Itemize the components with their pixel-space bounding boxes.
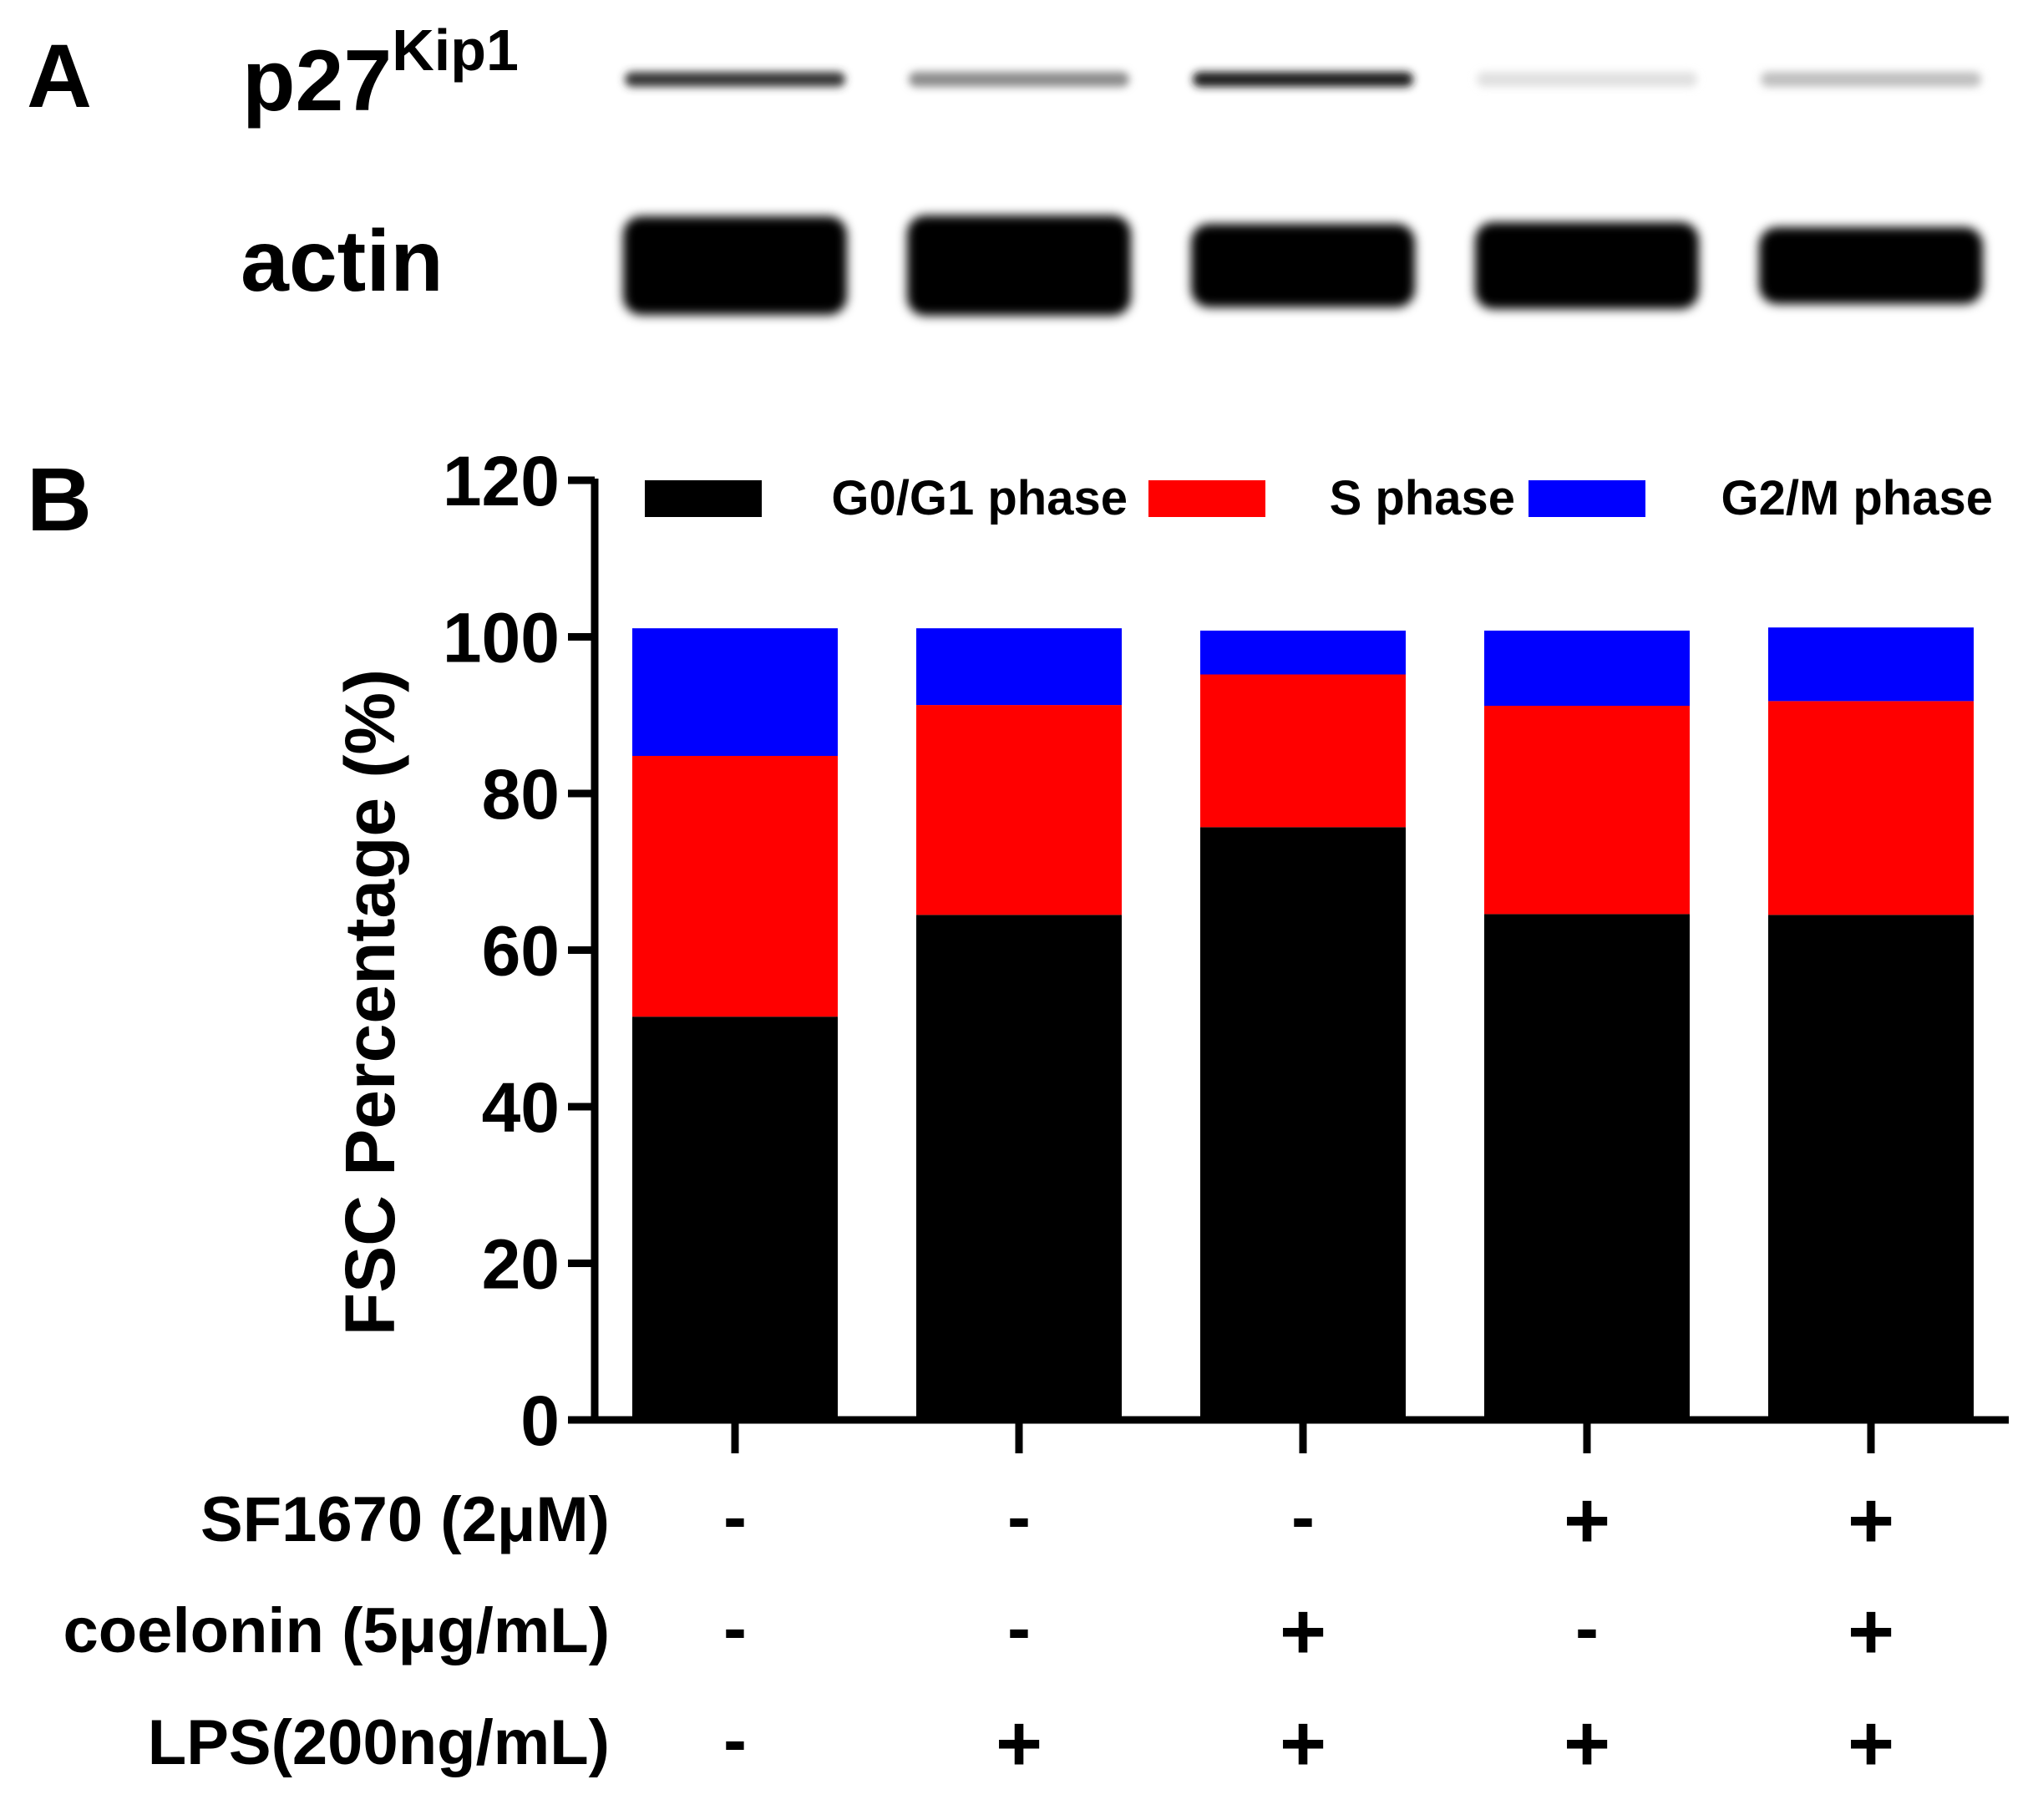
bar-segment-g0-g1-phase (1768, 915, 1974, 1420)
p27-label: p27Kip1 (242, 18, 519, 129)
actin-blot (623, 215, 1983, 316)
actin-band (1191, 224, 1415, 307)
actin-band (907, 215, 1131, 316)
treatment-plus: + (1280, 1587, 1326, 1676)
p27-label-main: p27 (242, 33, 392, 129)
axes-group: 0 20 40 60 80 100 120 (443, 442, 2009, 1460)
bars-group (632, 627, 1974, 1420)
treatment-label: coelonin (5μg/mL) (63, 1595, 611, 1666)
treatment-minus: - (723, 1701, 747, 1779)
treatment-minus: - (1291, 1478, 1315, 1556)
p27-label-sup: Kip1 (392, 18, 519, 83)
treatment-plus: + (996, 1699, 1042, 1788)
legend-swatch-g0-g1-phase (645, 480, 762, 517)
y-tick-label: 0 (520, 1381, 560, 1460)
p27-band (1477, 72, 1697, 87)
y-tick-label: 80 (482, 755, 560, 834)
bar-segment-s-phase (632, 756, 838, 1017)
treatment-minus: - (1575, 1589, 1599, 1667)
treatment-table: SF1670 (2μM) - - - + + coelonin (5μg/mL) - - + - + L… (63, 1476, 1895, 1788)
bar-segment-g0-g1-phase (1200, 827, 1406, 1420)
bar-segment-g2-m-phase (1484, 631, 1690, 706)
p27-blot (625, 72, 1981, 87)
treatment-plus: + (1848, 1476, 1894, 1565)
bar-segment-s-phase (1200, 674, 1406, 828)
y-tick-label: 120 (443, 442, 560, 520)
legend-swatch-s-phase (1148, 480, 1265, 517)
p27-band (625, 72, 845, 87)
actin-band (1475, 222, 1699, 309)
legend-swatch-g2-m-phase (1528, 480, 1645, 517)
bar-segment-s-phase (1768, 701, 1974, 915)
treatment-minus: - (1007, 1478, 1031, 1556)
panel-b-label: B (27, 449, 92, 550)
treatment-minus: - (723, 1589, 747, 1667)
p27-band (909, 72, 1129, 87)
bar-segment-g2-m-phase (632, 628, 838, 756)
p27-band (1761, 72, 1981, 87)
bar-segment-g0-g1-phase (632, 1016, 838, 1420)
p27-band (1193, 72, 1413, 87)
bar-segment-g2-m-phase (916, 628, 1122, 706)
treatment-minus: - (723, 1478, 747, 1556)
bar-segment-g0-g1-phase (1484, 914, 1690, 1420)
y-axis-label: FSC Percentage (%) (331, 669, 409, 1336)
treatment-label: LPS(200ng/mL) (148, 1707, 610, 1778)
treatment-plus: + (1848, 1587, 1894, 1676)
y-tick-label: 40 (482, 1068, 560, 1147)
legend-label-g2-m-phase: G2/M phase (1721, 471, 1993, 525)
stacked-bar-chart: 0 20 40 60 80 100 120 FSC Percentage (%) G0/G1… (331, 442, 2009, 1460)
actin-label: actin (241, 213, 444, 310)
treatment-plus: + (1564, 1699, 1610, 1788)
y-tick-label: 20 (482, 1225, 560, 1304)
treatment-plus: + (1280, 1699, 1326, 1788)
treatment-plus: + (1848, 1699, 1894, 1788)
bar-segment-g0-g1-phase (916, 915, 1122, 1420)
y-tick-label: 100 (443, 599, 560, 677)
legend-label-s-phase: S phase (1330, 471, 1515, 525)
y-tick-label: 60 (482, 912, 560, 991)
bar-segment-s-phase (1484, 706, 1690, 915)
panel-a-label: A (27, 25, 92, 126)
bar-segment-g2-m-phase (1768, 627, 1974, 702)
legend: G0/G1 phase S phase G2/M phase (645, 471, 1993, 525)
treatment-minus: - (1007, 1589, 1031, 1667)
actin-band (623, 216, 847, 315)
treatment-label: SF1670 (2μM) (200, 1484, 610, 1555)
treatment-plus: + (1564, 1476, 1610, 1565)
bar-segment-s-phase (916, 705, 1122, 915)
legend-label-g0-g1-phase: G0/G1 phase (831, 471, 1128, 525)
bar-segment-g2-m-phase (1200, 631, 1406, 675)
actin-band (1759, 227, 1983, 304)
